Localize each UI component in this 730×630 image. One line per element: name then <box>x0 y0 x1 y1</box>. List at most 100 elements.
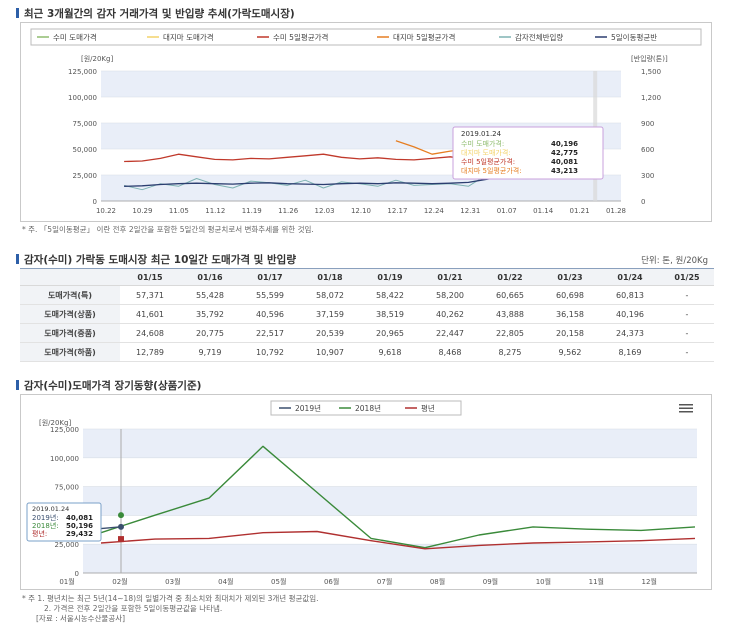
legend-label: 2018년 <box>355 403 381 413</box>
tooltip-value: 40,196 <box>551 140 578 148</box>
table-header-cell: 01/23 <box>540 268 600 286</box>
x-tick: 01.07 <box>497 207 517 215</box>
tooltip-box <box>26 502 102 542</box>
table-header-cell: 01/15 <box>120 268 180 286</box>
grid-band <box>83 486 697 516</box>
x-tick: 03월 <box>165 577 180 586</box>
chart2-note-2: 2. 가격은 전후 2일간을 포함한 5일이동평균값을 나타냄. <box>44 604 223 613</box>
table-cell: 35,792 <box>180 304 240 324</box>
table-cell: 8,275 <box>480 342 540 362</box>
chart1-svg: 수미 도매가격 대지마 도매가격 수미 5일평균가격 대지마 5일평균가격 감자전체반입… <box>30 28 702 215</box>
table-header-row: 01/15 01/16 01/17 01/18 01/19 01/21 01/2… <box>20 268 714 286</box>
table-row: 도매가격(하품) 12,789 9,719 10,792 10,907 9,61… <box>20 342 714 362</box>
x-tick: 01.14 <box>533 207 554 215</box>
table-header-cell: 01/16 <box>180 268 240 286</box>
legend-label: 대지마 도매가격 <box>163 32 214 42</box>
x-tick: 02월 <box>112 577 127 586</box>
y-left-tick: 0 <box>93 198 97 206</box>
chart1-note: * 주. 「5일이동평균」 이란 전후 2일간을 포함한 5일간의 평균치로서 … <box>22 225 314 234</box>
table-cell: 9,719 <box>180 342 240 362</box>
table-row: 도매가격(중품) 24,608 20,775 22,517 20,539 20,… <box>20 323 714 343</box>
tooltip-label: 수미 도매가격: <box>461 139 504 148</box>
x-tick: 12.24 <box>424 207 445 215</box>
grid-band <box>83 544 697 573</box>
tooltip-label: 2019년: <box>32 513 59 522</box>
table-cell: 8,468 <box>420 342 480 362</box>
table-cell: 22,805 <box>480 323 540 343</box>
table-cell: 8,169 <box>600 342 660 362</box>
legend-label: 평년 <box>421 403 435 413</box>
table-cell: 41,601 <box>120 304 180 324</box>
table-cell: 9,618 <box>360 342 420 362</box>
table-cell: 24,373 <box>600 323 660 343</box>
table-cell: - <box>660 285 714 305</box>
y-tick: 25,000 <box>55 541 80 549</box>
tooltip-value: 50,196 <box>66 522 93 530</box>
x-tick: 05월 <box>271 577 286 586</box>
y-tick: 75,000 <box>55 484 80 492</box>
table-header-cell: 01/18 <box>300 268 360 286</box>
y-right-label: [반입량(톤)] <box>631 54 668 63</box>
table-cell: - <box>660 342 714 362</box>
table-cell: 55,428 <box>180 285 240 305</box>
menu-icon-bar <box>679 411 693 413</box>
chart2-legend-box <box>270 400 462 416</box>
table-cell: 43,888 <box>480 304 540 324</box>
table-cell: 22,447 <box>420 323 480 343</box>
table-header-cell: 01/19 <box>360 268 420 286</box>
y-left-tick: 75,000 <box>73 120 98 128</box>
tooltip-value: 42,775 <box>551 149 578 157</box>
chart1-container: 수미 도매가격 대지마 도매가격 수미 5일평균가격 대지마 5일평균가격 감자전체반입… <box>20 22 712 222</box>
grid-band <box>101 71 621 97</box>
table-cell: 40,196 <box>600 304 660 324</box>
x-tick: 01.21 <box>570 207 590 215</box>
x-tick: 11.05 <box>169 207 189 215</box>
y-right-tick: 600 <box>641 146 654 154</box>
x-tick: 11.19 <box>242 207 262 215</box>
legend-label: 2019년 <box>295 403 321 413</box>
series-2018 <box>100 445 696 549</box>
table-header-cell: 01/22 <box>480 268 540 286</box>
table-header-cell: 01/21 <box>420 268 480 286</box>
legend-label: 감자전체반입량 <box>515 32 563 42</box>
table-cell: 12,789 <box>120 342 180 362</box>
x-tick: 01.28 <box>606 207 626 215</box>
chart2-note-3: [자료 : 서울시농수산물공사] <box>36 614 126 623</box>
x-tick: 12.17 <box>387 207 407 215</box>
table-cell: 58,200 <box>420 285 480 305</box>
point-normal <box>118 536 124 543</box>
table-cell: 20,539 <box>300 323 360 343</box>
tooltip-label: 평년: <box>32 529 47 538</box>
y-left-label: [원/20Kg] <box>81 54 113 63</box>
y-right-tick: 300 <box>641 172 654 180</box>
tooltip-label: 수미 5일평균가격: <box>461 157 515 166</box>
y-left-tick: 50,000 <box>73 146 98 154</box>
table-cell: - <box>660 323 714 343</box>
x-tick: 11.12 <box>205 207 225 215</box>
tooltip-label: 대지마 5일평균가격: <box>461 166 522 175</box>
table-header-cell: 01/24 <box>600 268 660 286</box>
menu-icon[interactable] <box>679 404 693 413</box>
x-tick: 12.03 <box>315 207 335 215</box>
table-cell: 20,965 <box>360 323 420 343</box>
x-tick: 12월 <box>642 577 657 586</box>
x-tick: 09월 <box>483 577 498 586</box>
y-right-tick: 900 <box>641 120 654 128</box>
tooltip-value: 40,081 <box>551 158 578 166</box>
legend-label: 수미 도매가격 <box>53 32 97 42</box>
table-row: 도매가격(상품) 41,601 35,792 40,596 37,159 38,… <box>20 304 714 324</box>
y-right-tick: 1,200 <box>641 94 661 102</box>
point-2018 <box>118 512 124 519</box>
table-cell: 58,072 <box>300 285 360 305</box>
y-tick: 125,000 <box>50 426 79 434</box>
table-row-label: 도매가격(하품) <box>20 342 120 362</box>
table-cell: 22,517 <box>240 323 300 343</box>
x-tick: 11.26 <box>278 207 299 215</box>
x-tick: 04월 <box>218 577 233 586</box>
tooltip-date: 2019.01.24 <box>32 505 69 513</box>
x-tick: 07월 <box>377 577 392 586</box>
table-cell: 60,813 <box>600 285 660 305</box>
y-tick: 0 <box>75 570 79 578</box>
grid-band <box>83 429 697 458</box>
